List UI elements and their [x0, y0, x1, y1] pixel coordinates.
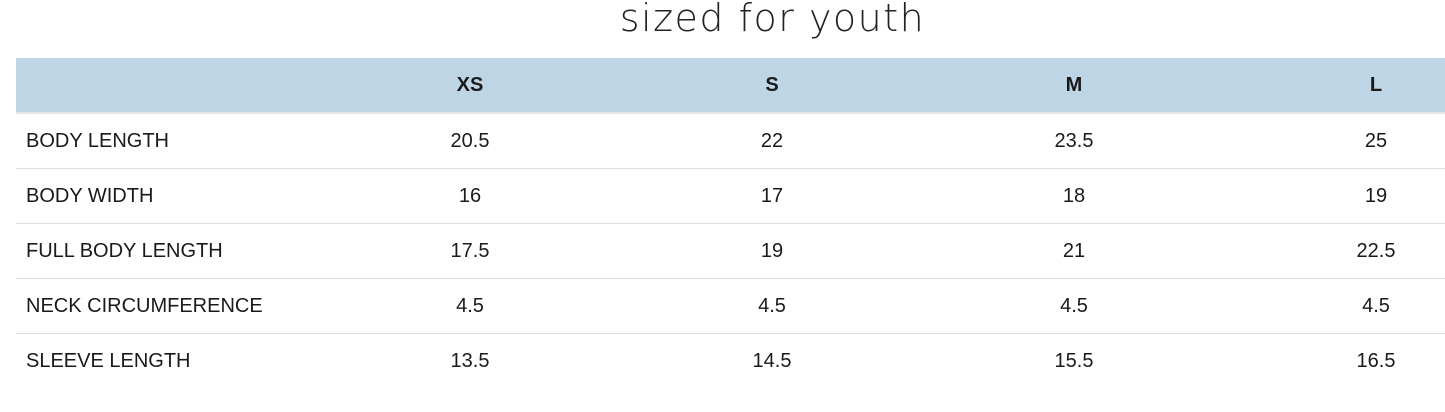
size-chart-table: XS S M L BODY LENGTH 20.5 22 23.5 25 BODY WID…	[16, 58, 1445, 388]
cell-value: 23.5	[923, 113, 1225, 169]
cell-value: 14.5	[752, 349, 792, 372]
cell-value: 17	[621, 168, 923, 224]
cell-value: 25	[1225, 113, 1445, 169]
row-label: BODY LENGTH	[16, 113, 319, 169]
table-row: BODY WIDTH 16 17 18 19	[16, 168, 1445, 224]
row-label: SLEEVE LENGTH	[26, 349, 191, 372]
cell-value: 22	[621, 113, 923, 169]
header-cell-empty	[16, 58, 319, 114]
cell-value: 4.5	[923, 278, 1225, 334]
cell-value: 17.5	[319, 223, 621, 279]
header-cell-l: L	[1225, 58, 1445, 114]
cell-value: 18	[923, 168, 1225, 224]
cell-value: 19	[1225, 168, 1445, 224]
header-cell-m: M	[923, 58, 1225, 114]
header-row: XS S M L	[16, 58, 1445, 114]
cell-value: 22.5	[1225, 223, 1445, 279]
cell-value: 16	[319, 168, 621, 224]
table-row: BODY LENGTH 20.5 22 23.5 25	[16, 113, 1445, 169]
cell-value: 4.5	[621, 278, 923, 334]
header-cell-s: S	[621, 58, 923, 114]
cell-value: 19	[621, 223, 923, 279]
cell-value: 16.5	[1356, 349, 1396, 372]
table-row: SLEEVE LENGTH 13.5 14.5 15.5 16.5	[16, 334, 1445, 389]
row-label: FULL BODY LENGTH	[16, 223, 319, 279]
table-row: FULL BODY LENGTH 17.5 19 21 22.5	[16, 223, 1445, 279]
row-label: BODY WIDTH	[16, 168, 319, 224]
table-row: NECK CIRCUMFERENCE 4.5 4.5 4.5 4.5	[16, 278, 1445, 334]
cell-value: 13.5	[450, 349, 490, 372]
row-label: NECK CIRCUMFERENCE	[16, 278, 319, 334]
cell-value: 4.5	[319, 278, 621, 334]
cell-value: 20.5	[319, 113, 621, 169]
header-cell-xs: XS	[319, 58, 621, 114]
cell-value: 4.5	[1225, 278, 1445, 334]
page-title: sized for youth	[619, 0, 926, 40]
cell-value: 21	[923, 223, 1225, 279]
cell-value: 15.5	[1054, 349, 1094, 372]
